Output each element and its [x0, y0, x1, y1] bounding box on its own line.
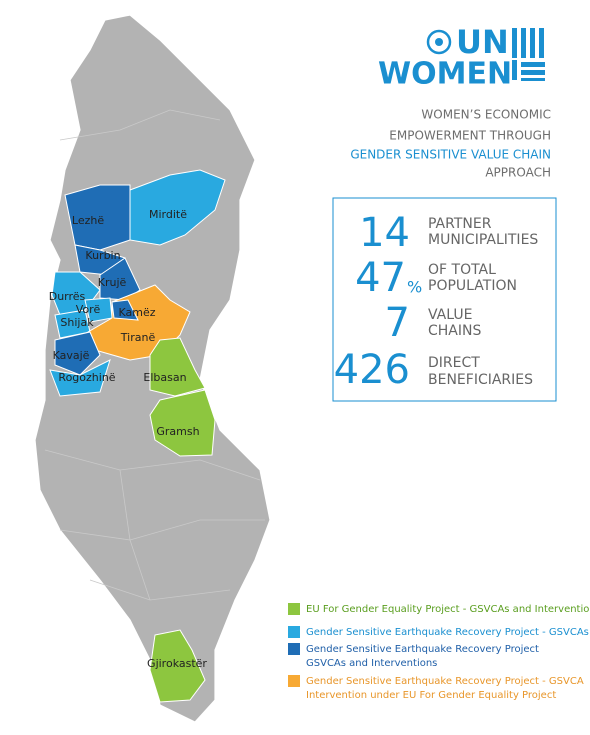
stat-label: DIRECT [428, 355, 480, 371]
region [54, 331, 101, 376]
borders [44, 109, 265, 601]
legend-swatch [288, 675, 300, 687]
region-label: Gramsh [156, 425, 199, 438]
legend-text: Intervention under EU For Gender Equalit… [306, 690, 556, 701]
legend-text: Gender Sensitive Earthquake Recovery Pro… [306, 627, 589, 638]
legend-swatch [288, 603, 300, 615]
stat-label: PARTNER [428, 216, 492, 232]
map: Lezhë Mirditë Kurbin Krujë Durrës Vorë K… [34, 14, 271, 723]
region-label: Lezhë [72, 214, 104, 227]
region-label: Tiranë [120, 331, 156, 344]
heading-line: GENDER SENSITIVE VALUE CHAIN [350, 148, 551, 162]
region-label: Shijak [60, 316, 94, 329]
heading-line: EMPOWERMENT THROUGH [389, 129, 551, 143]
emblem [435, 38, 443, 46]
region [64, 184, 131, 251]
stat-number: 426 [334, 347, 410, 393]
region-label: Mirditë [149, 208, 187, 221]
region-label: Gjirokastër [147, 657, 207, 670]
legend-text: EU For Gender Equality Project - GSVCAs … [306, 604, 590, 615]
legend-swatch [288, 626, 300, 638]
logo-bars [512, 28, 545, 81]
region [49, 359, 111, 397]
region [149, 337, 206, 397]
stats-box [332, 197, 557, 402]
logo-top: UN [456, 23, 509, 61]
legend-text: GSVCAs and Interventions [306, 658, 437, 669]
region [149, 629, 206, 703]
logo-bottom: WOMEN [378, 57, 512, 92]
heading-line: APPROACH [485, 166, 551, 180]
stat-label: MUNICIPALITIES [428, 232, 538, 248]
heading-line: WOMEN’S ECONOMIC [421, 108, 551, 122]
region-label: Elbasan [143, 371, 186, 384]
region-label: Kamëz [118, 306, 155, 319]
stat-label: POPULATION [428, 278, 517, 294]
region-label: Kavajë [53, 349, 90, 362]
legend-text: Gender Sensitive Earthquake Recovery Pro… [306, 676, 584, 687]
region-label: Rogozhinë [58, 371, 115, 384]
region-label: Vorë [76, 303, 101, 316]
region-label: Kurbin [85, 249, 120, 262]
legend-swatch [288, 643, 300, 655]
stat-unit: % [407, 278, 422, 297]
region [111, 299, 139, 321]
stat-number: 7 [385, 300, 410, 346]
logo: UN WOMEN [378, 23, 545, 92]
stat-label: BENEFICIARIES [428, 372, 533, 388]
region [149, 389, 216, 457]
legend-text: Gender Sensitive Earthquake Recovery Pro… [306, 644, 539, 655]
stat-number: 14 [359, 210, 410, 256]
stat-label: CHAINS [428, 323, 481, 339]
stat-label: OF TOTAL [428, 262, 496, 278]
stat-number: 47 [355, 255, 406, 301]
region-label: Krujë [98, 276, 127, 289]
stat-label: VALUE [428, 307, 472, 323]
emblem [426, 29, 452, 55]
region-label: Durrës [49, 290, 86, 303]
